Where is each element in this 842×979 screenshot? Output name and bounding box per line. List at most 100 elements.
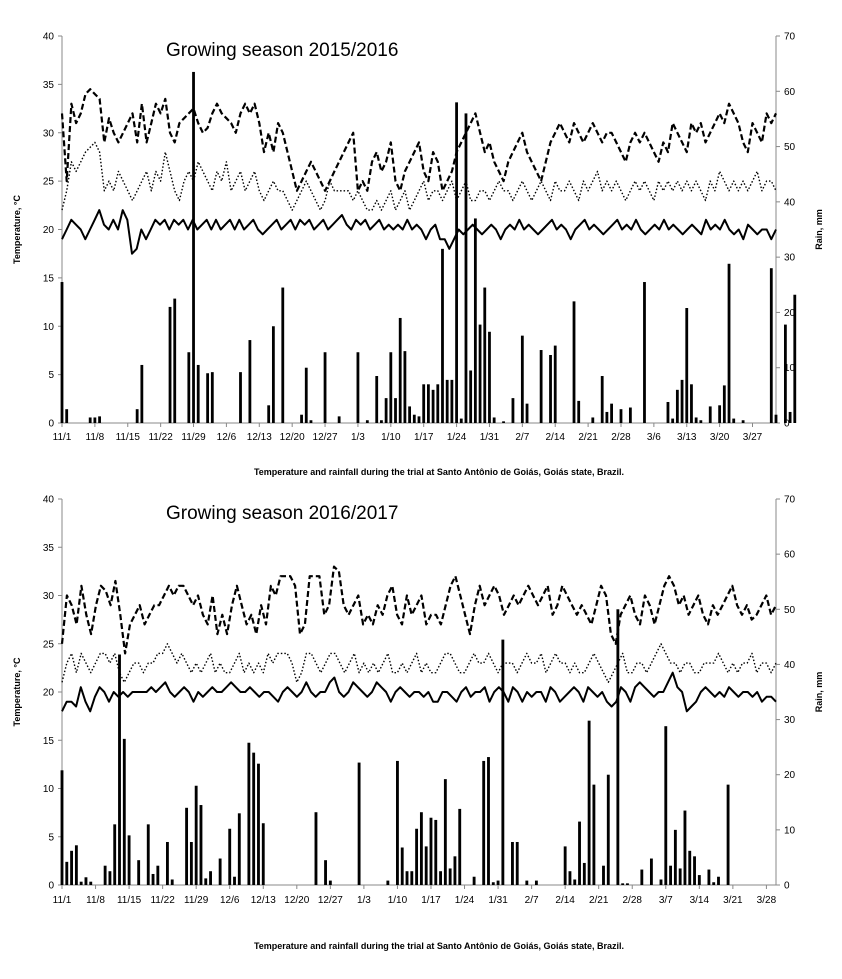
rain-bar bbox=[491, 882, 495, 885]
rain-bar bbox=[79, 881, 83, 885]
x-tick-label: 3/28 bbox=[757, 895, 777, 906]
rain-bar bbox=[605, 411, 609, 423]
x-tick-label: 11/29 bbox=[184, 895, 209, 906]
chart-caption: Temperature and rainfall during the tria… bbox=[254, 467, 624, 477]
rain-bar bbox=[206, 373, 210, 423]
rain-bar bbox=[239, 372, 242, 423]
chart-title: Growing season 2015/2016 bbox=[166, 40, 398, 61]
rain-bar bbox=[515, 841, 519, 885]
rain-bar bbox=[678, 868, 682, 885]
rain-bar bbox=[621, 883, 625, 885]
rain-bar bbox=[741, 420, 745, 423]
rain-bar bbox=[156, 865, 160, 885]
rain-bar bbox=[525, 880, 529, 885]
rain-bar bbox=[563, 846, 567, 885]
x-tick-label: 3/21 bbox=[723, 895, 743, 906]
rain-bar bbox=[659, 879, 663, 885]
rain-bar bbox=[384, 398, 388, 423]
rain-bar bbox=[386, 880, 390, 885]
rain-bar bbox=[281, 287, 285, 423]
rain-bar bbox=[708, 406, 712, 423]
y-tick-label-left: 5 bbox=[48, 832, 54, 843]
rain-bar bbox=[511, 398, 515, 423]
rain-bar bbox=[60, 770, 64, 885]
rain-bar bbox=[732, 418, 736, 423]
rain-bar bbox=[431, 389, 435, 423]
rain-bar bbox=[237, 813, 241, 885]
rain-bar bbox=[685, 308, 689, 423]
x-tick-label: 11/22 bbox=[150, 895, 175, 906]
x-tick-label: 12/27 bbox=[313, 432, 338, 443]
rain-bar bbox=[422, 384, 426, 423]
rain-bar bbox=[394, 398, 397, 423]
rain-bar bbox=[582, 862, 586, 885]
rain-bar bbox=[769, 268, 773, 423]
rain-bar bbox=[439, 871, 442, 885]
rain-bar bbox=[380, 420, 383, 423]
rain-bar bbox=[185, 807, 189, 885]
y-axis-label-left: Temperature, °C bbox=[12, 657, 22, 726]
rain-bar bbox=[640, 869, 644, 885]
rain-bar bbox=[707, 869, 711, 885]
rain-bar bbox=[151, 873, 155, 885]
rain-bar bbox=[429, 817, 433, 885]
rain-bar bbox=[103, 865, 107, 885]
rain-bar bbox=[482, 760, 486, 885]
rain-bar bbox=[492, 417, 496, 423]
y-tick-label-left: 35 bbox=[43, 80, 55, 91]
rain-bar bbox=[697, 875, 701, 885]
x-tick-label: 1/10 bbox=[388, 895, 408, 906]
x-tick-label: 12/27 bbox=[318, 895, 343, 906]
rain-bar bbox=[683, 810, 687, 885]
temp-line-min bbox=[61, 209, 777, 255]
rain-bar bbox=[233, 876, 236, 885]
x-tick-label: 11/1 bbox=[53, 895, 72, 906]
rain-bar bbox=[168, 306, 172, 423]
rain-bar bbox=[405, 871, 409, 885]
x-tick-label: 12/20 bbox=[284, 895, 309, 906]
rain-bar bbox=[441, 248, 444, 423]
rain-bar bbox=[587, 720, 591, 885]
rain-bar bbox=[534, 880, 538, 885]
rain-bar bbox=[173, 298, 177, 423]
rain-bar bbox=[204, 878, 208, 885]
rain-bar bbox=[501, 639, 505, 885]
y-tick-label-left: 0 bbox=[48, 881, 54, 892]
x-tick-label: 11/15 bbox=[116, 432, 141, 443]
rain-bar bbox=[445, 379, 449, 423]
rain-bar bbox=[619, 409, 623, 423]
rain-bar bbox=[693, 856, 696, 885]
rain-bar bbox=[74, 845, 78, 885]
y-tick-label-left: 0 bbox=[48, 419, 54, 430]
rain-bar bbox=[415, 828, 419, 885]
x-tick-label: 2/14 bbox=[545, 432, 565, 443]
rain-bar bbox=[324, 860, 327, 885]
rain-bar bbox=[472, 876, 476, 885]
y-tick-label-left: 20 bbox=[43, 688, 55, 699]
rain-bar bbox=[717, 876, 720, 885]
rain-bar bbox=[196, 364, 200, 423]
x-tick-label: 11/29 bbox=[181, 432, 206, 443]
y-axis-label-right: Rain, mm bbox=[814, 672, 824, 713]
rain-bar bbox=[300, 414, 303, 423]
rain-bar bbox=[419, 812, 423, 885]
chart-panel-2016-2017: 0 5 10 15 20 25 30 35 40 0 10 20 30 40 50 60 70 11/1 11/8 1… bbox=[0, 487, 842, 974]
chart-svg-2015-2016: 0 5 10 15 20 25 30 35 40 0 10 20 30 40 50 60 70 11/1 11/8 1… bbox=[12, 32, 824, 478]
rain-bar bbox=[453, 856, 457, 885]
x-tick-label: 2/14 bbox=[555, 895, 575, 906]
y-tick-label-left: 30 bbox=[43, 591, 55, 602]
x-tick-label: 2/28 bbox=[623, 895, 643, 906]
rain-bar bbox=[549, 354, 552, 423]
rain-bar bbox=[210, 372, 214, 423]
x-tick-label: 2/21 bbox=[589, 895, 609, 906]
rain-bar bbox=[165, 841, 169, 885]
rain-bar bbox=[643, 282, 646, 423]
rain-bar bbox=[60, 282, 64, 423]
x-tick-label: 3/7 bbox=[659, 895, 673, 906]
temp-line-dotted bbox=[61, 643, 777, 684]
y-tick-label-left: 40 bbox=[43, 495, 55, 506]
rain-bar bbox=[525, 403, 529, 423]
rain-bar bbox=[553, 345, 557, 423]
y-tick-label-right: 70 bbox=[784, 495, 796, 506]
rain-bar bbox=[261, 823, 265, 885]
